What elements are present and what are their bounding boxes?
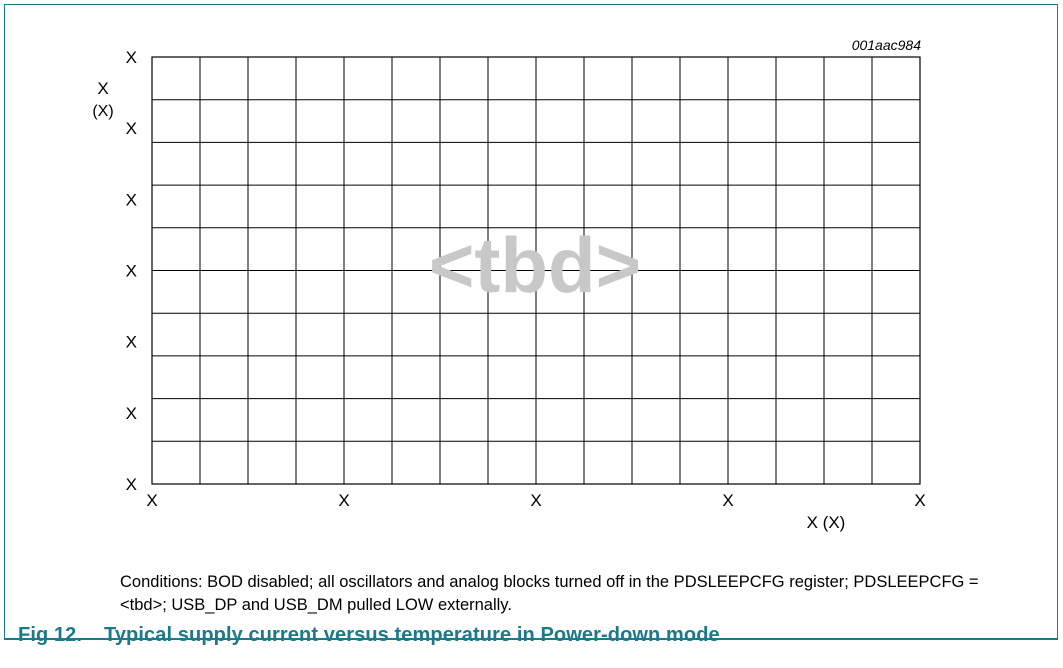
y-tick-labels: X X X X X X X [126, 48, 137, 494]
figure-frame-bottom [4, 638, 1058, 640]
x-tick-label: X [530, 491, 541, 510]
x-tick-label: X [146, 491, 157, 510]
y-axis-label-line2: (X) [92, 103, 113, 120]
figure-frame [4, 4, 1058, 639]
figure-title: Typical supply current versus temperatur… [104, 624, 720, 646]
y-tick-label: X [126, 119, 137, 138]
y-axis-label-line1: X [97, 79, 108, 98]
figure-caption: Fig 12. Typical supply current versus tem… [18, 624, 720, 647]
y-tick-label: X [126, 48, 137, 67]
x-tick-label: X [722, 491, 733, 510]
y-tick-label: X [126, 404, 137, 423]
y-tick-label: X [126, 333, 137, 352]
x-axis-label: X (X) [807, 513, 846, 532]
y-tick-label: X [126, 262, 137, 281]
tbd-watermark: <tbd> [429, 221, 641, 309]
y-tick-label: X [126, 475, 137, 494]
x-tick-label: X [338, 491, 349, 510]
plot-area-border [151, 56, 921, 485]
chart-grid [151, 56, 921, 485]
y-tick-label: X [126, 190, 137, 209]
figure-number: Fig 12. [18, 624, 83, 646]
figure-id: 001aac984 [852, 37, 922, 53]
x-tick-label: X [914, 491, 925, 510]
chart-conditions: Conditions: BOD disabled; all oscillator… [120, 573, 979, 614]
